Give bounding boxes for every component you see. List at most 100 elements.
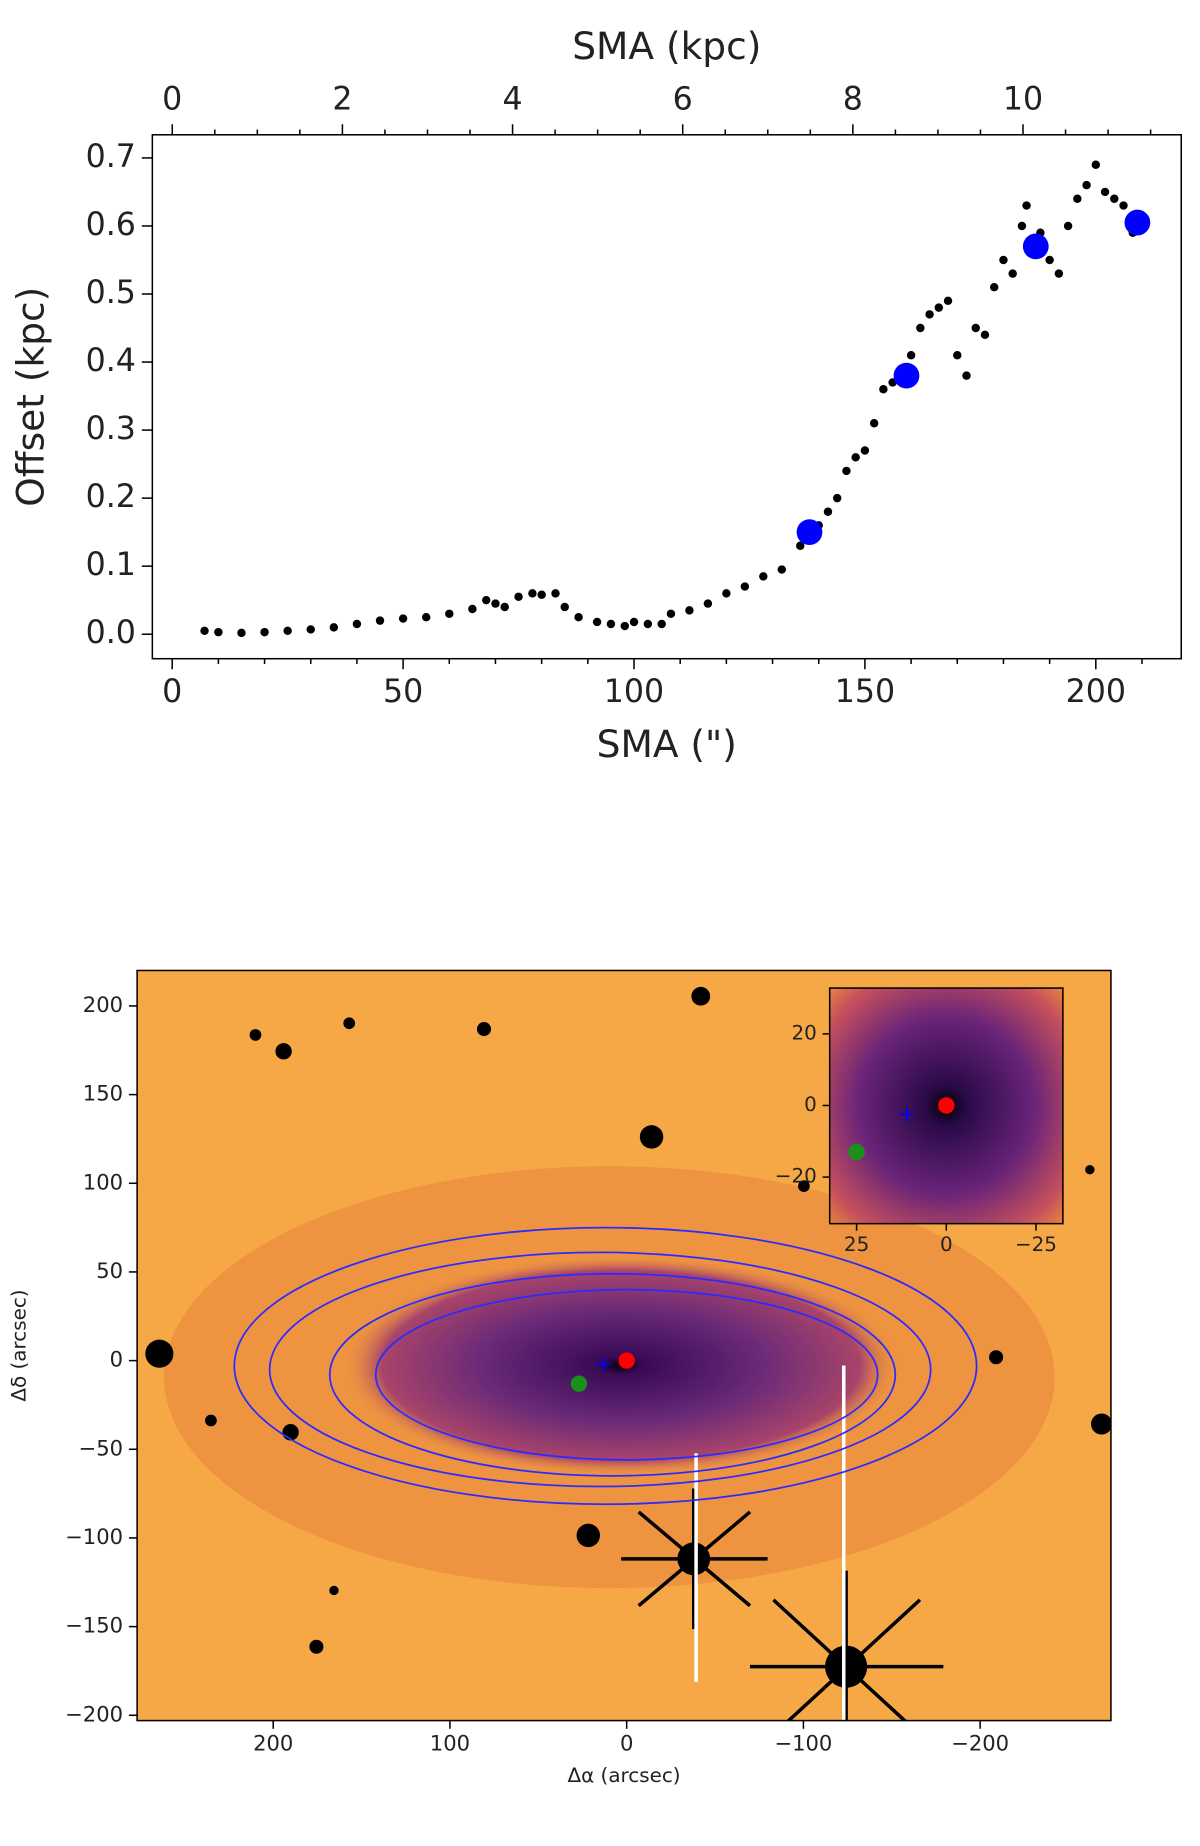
y-tick-label: 0.7: [86, 139, 136, 175]
x-tick-label: 0: [620, 1731, 633, 1756]
point: [306, 625, 315, 634]
point: [1073, 194, 1082, 203]
point: [283, 626, 292, 636]
x2-tick-label: 2: [332, 82, 352, 118]
point: [980, 330, 990, 340]
x2-tick-label: 0: [162, 82, 182, 118]
x2-axis-label: SMA (kpc): [572, 24, 761, 68]
y-tick-label: 200: [83, 992, 123, 1017]
point: [722, 589, 731, 598]
point: [832, 493, 842, 503]
x-tick-label: 200: [1066, 674, 1126, 710]
x-tick-label: 25: [844, 1233, 869, 1256]
y-tick-label: 100: [83, 1169, 123, 1194]
point: [606, 619, 616, 629]
y-tick-label: 0.6: [86, 207, 136, 243]
point: [1022, 233, 1049, 260]
point: [500, 602, 509, 612]
y-tick-label: 0.1: [86, 547, 136, 583]
y-tick-label: −150: [65, 1613, 123, 1638]
point: [1008, 269, 1017, 278]
x-tick-label: −100: [774, 1731, 832, 1756]
x-tick-label: 200: [253, 1731, 293, 1756]
point: [777, 565, 787, 574]
point: [398, 614, 408, 623]
point: [1022, 201, 1031, 210]
x2-tick-label: 6: [673, 82, 693, 118]
point-marker: [938, 1097, 955, 1114]
point: [643, 619, 653, 629]
x2-tick-label: 4: [502, 82, 522, 118]
isophote-ellipse: [233, 1226, 978, 1506]
point: [953, 351, 962, 360]
point: [1045, 255, 1054, 265]
point: [842, 466, 851, 476]
point: [237, 628, 246, 638]
y-tick-label: −50: [79, 1435, 123, 1460]
point: [200, 626, 209, 636]
isophote-ellipse: [268, 1251, 932, 1488]
point: [823, 507, 833, 516]
point: [851, 453, 860, 462]
x2-tick-label: 8: [843, 82, 863, 118]
point: [514, 592, 523, 602]
y-tick-label: 20: [791, 1021, 816, 1044]
point: [620, 621, 629, 631]
point: [1091, 160, 1101, 169]
point: [574, 612, 583, 622]
point: [916, 323, 925, 333]
point: [629, 617, 639, 627]
plot-frame: [151, 134, 1183, 660]
point-marker: [570, 1375, 588, 1392]
y-axis-label: Δδ (arcsec): [7, 1289, 30, 1401]
point: [1054, 269, 1064, 278]
y-tick-label: 0: [110, 1347, 123, 1372]
point: [491, 599, 500, 608]
point: [214, 627, 223, 637]
y-axis-label: Offset (kpc): [8, 287, 52, 507]
point: [421, 612, 431, 622]
y-tick-label: −20: [775, 1165, 817, 1188]
cross-marker: [596, 1357, 611, 1372]
point-marker: [618, 1352, 635, 1369]
x-tick-label: −25: [1015, 1233, 1057, 1256]
point: [1100, 187, 1110, 197]
point: [989, 282, 999, 292]
y-tick-label: −200: [65, 1701, 123, 1726]
x-tick-label: 150: [835, 674, 895, 710]
point: [685, 606, 694, 615]
point: [551, 589, 560, 598]
x-axis-label: Δα (arcsec): [567, 1764, 680, 1787]
point: [869, 419, 879, 428]
point: [1119, 201, 1128, 210]
point: [1017, 221, 1027, 231]
y-tick-label: 0.2: [86, 479, 136, 515]
y-tick-label: 150: [83, 1081, 123, 1106]
point: [860, 446, 870, 455]
point: [445, 609, 454, 619]
y-tick-label: −100: [65, 1524, 123, 1549]
point: [657, 619, 666, 629]
point: [1110, 194, 1119, 203]
x-tick-label: 0: [940, 1233, 953, 1256]
point: [796, 541, 805, 550]
y-tick-label: 0.0: [86, 615, 136, 651]
x-axis-label: SMA ("): [597, 722, 737, 766]
point: [528, 589, 537, 598]
point: [468, 604, 477, 614]
point: [560, 602, 569, 612]
point: [971, 323, 980, 333]
isophote-ellipse: [328, 1272, 897, 1477]
y-tick-label: 0.4: [86, 343, 136, 379]
point: [1124, 209, 1151, 236]
point: [1082, 180, 1091, 190]
x-tick-label: 100: [604, 674, 664, 710]
point: [666, 609, 676, 619]
point: [703, 599, 713, 608]
x-tick-label: 0: [162, 674, 182, 710]
point: [1063, 221, 1073, 231]
point-marker: [848, 1143, 865, 1161]
point: [482, 595, 491, 605]
